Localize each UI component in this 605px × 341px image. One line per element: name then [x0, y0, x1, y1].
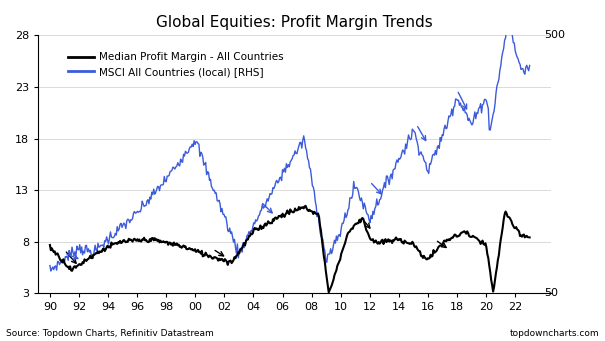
Legend: Median Profit Margin - All Countries, MSCI All Countries (local) [RHS]: Median Profit Margin - All Countries, MS…	[64, 48, 288, 81]
Text: Source: Topdown Charts, Refinitiv Datastream: Source: Topdown Charts, Refinitiv Datast…	[6, 329, 214, 338]
Text: 500: 500	[544, 30, 565, 40]
Text: topdowncharts.com: topdowncharts.com	[509, 329, 599, 338]
Text: 50: 50	[544, 288, 558, 298]
Title: Global Equities: Profit Margin Trends: Global Equities: Profit Margin Trends	[157, 15, 433, 30]
